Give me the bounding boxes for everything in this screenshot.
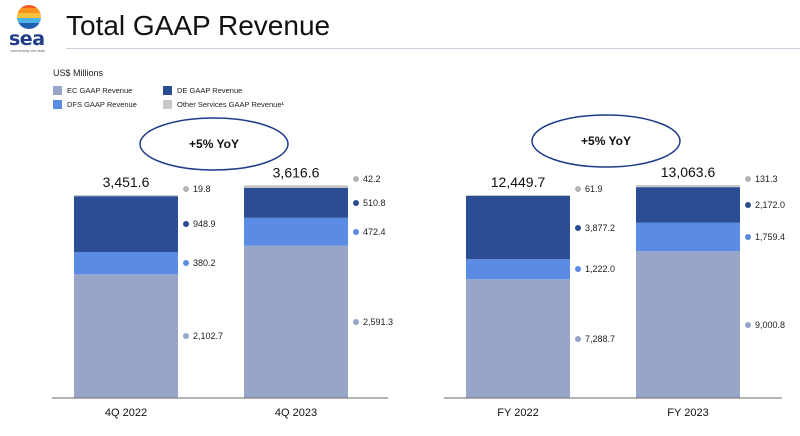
legend-label-de: DE GAAP Revenue	[177, 86, 243, 95]
sea-logo-icon	[17, 5, 41, 29]
quarterly-dot-1-ec	[353, 319, 359, 325]
units-label: US$ Millions	[53, 68, 104, 78]
quarterly-bar-1-other	[244, 185, 348, 188]
annual-dot-0-de	[575, 225, 581, 231]
quarterly-dot-0-ec	[183, 333, 189, 339]
quarterly-value-label-1-dfs: 472.4	[363, 227, 386, 237]
legend-swatch-dfs	[53, 100, 62, 109]
annual-value-label-0-dfs: 1,222.0	[585, 264, 615, 274]
annual-value-label-1-ec: 9,000.8	[755, 320, 785, 330]
quarterly-category-label-0: 4Q 2022	[105, 407, 147, 419]
title-divider	[66, 48, 800, 49]
annual-bar-1-dfs	[636, 222, 740, 252]
annual-bar-0-de	[466, 196, 570, 260]
annual-yoy-label: +5% YoY	[581, 134, 631, 148]
quarterly-bar-0-de	[74, 196, 178, 252]
legend-label-dfs: DFS GAAP Revenue	[67, 100, 137, 109]
quarterly-category-label-1: 4Q 2023	[275, 407, 317, 419]
legend-swatch-ec	[53, 86, 62, 95]
legend-item-ec: EC GAAP Revenue	[53, 86, 132, 95]
quarterly-bar-1-ec	[244, 245, 348, 398]
annual-dot-0-dfs	[575, 266, 581, 272]
quarterly-bar-1-dfs	[244, 217, 348, 246]
annual-value-label-1-de: 2,172.0	[755, 200, 785, 210]
quarterly-value-label-1-other: 42.2	[363, 174, 381, 184]
quarterly-bar-0-dfs	[74, 251, 178, 275]
annual-total-label-1: 13,063.6	[661, 164, 716, 180]
legend-label-other: Other Services GAAP Revenue¹	[177, 100, 284, 109]
annual-dot-0-other	[575, 186, 581, 192]
annual-value-label-1-other: 131.3	[755, 174, 778, 184]
annual-bar-0-dfs	[466, 259, 570, 280]
quarterly-value-label-1-ec: 2,591.3	[363, 317, 393, 327]
quarterly-total-label-0: 3,451.6	[103, 174, 150, 190]
annual-category-label-1: FY 2023	[667, 407, 708, 419]
annual-yoy-callout	[531, 114, 681, 168]
page-title: Total GAAP Revenue	[66, 10, 331, 41]
annual-dot-1-other	[745, 176, 751, 182]
header: sea connecting the dots Total GAAP Reven…	[0, 0, 800, 56]
annual-dot-1-de	[745, 202, 751, 208]
quarterly-yoy-callout	[139, 117, 289, 171]
legend-swatch-other	[163, 100, 172, 109]
quarterly-dot-0-other	[183, 186, 189, 192]
quarterly-bar-0-ec	[74, 274, 178, 398]
annual-value-label-0-other: 61.9	[585, 184, 603, 194]
annual-bar-1-other	[636, 184, 740, 188]
legend-item-de: DE GAAP Revenue	[163, 86, 242, 95]
annual-dot-1-dfs	[745, 234, 751, 240]
quarterly-bar-1-de	[244, 187, 348, 218]
quarterly-value-label-0-de: 948.9	[193, 219, 216, 229]
quarterly-dot-1-dfs	[353, 229, 359, 235]
annual-bar-1-de	[636, 187, 740, 223]
quarterly-dot-0-dfs	[183, 260, 189, 266]
annual-bar-0-ec	[466, 279, 570, 398]
legend-item-other: Other Services GAAP Revenue¹	[163, 100, 284, 109]
annual-value-label-0-ec: 7,288.7	[585, 334, 615, 344]
quarterly-bar-0-other	[74, 195, 178, 197]
annual-bar-1-ec	[636, 251, 740, 398]
logo-tagline: connecting the dots	[10, 49, 45, 53]
annual-total-label-0: 12,449.7	[491, 174, 546, 190]
legend-item-dfs: DFS GAAP Revenue	[53, 100, 137, 109]
quarterly-value-label-0-other: 19.8	[193, 184, 211, 194]
quarterly-value-label-0-dfs: 380.2	[193, 258, 216, 268]
annual-dot-1-ec	[745, 322, 751, 328]
annual-dot-0-ec	[575, 336, 581, 342]
quarterly-yoy-label: +5% YoY	[189, 137, 239, 151]
legend: EC GAAP Revenue DE GAAP Revenue DFS GAAP…	[53, 86, 393, 114]
quarterly-value-label-0-ec: 2,102.7	[193, 331, 223, 341]
quarterly-dot-0-de	[183, 221, 189, 227]
annual-value-label-0-de: 3,877.2	[585, 223, 615, 233]
logo-wordmark: sea	[9, 28, 45, 50]
quarterly-value-label-1-de: 510.8	[363, 198, 386, 208]
quarterly-dot-1-de	[353, 200, 359, 206]
quarterly-total-label-1: 3,616.6	[273, 164, 320, 180]
quarterly-dot-1-other	[353, 176, 359, 182]
annual-value-label-1-dfs: 1,759.4	[755, 232, 785, 242]
legend-label-ec: EC GAAP Revenue	[67, 86, 133, 95]
annual-category-label-0: FY 2022	[497, 407, 538, 419]
annual-bar-0-other	[466, 194, 570, 197]
legend-swatch-de	[163, 86, 172, 95]
